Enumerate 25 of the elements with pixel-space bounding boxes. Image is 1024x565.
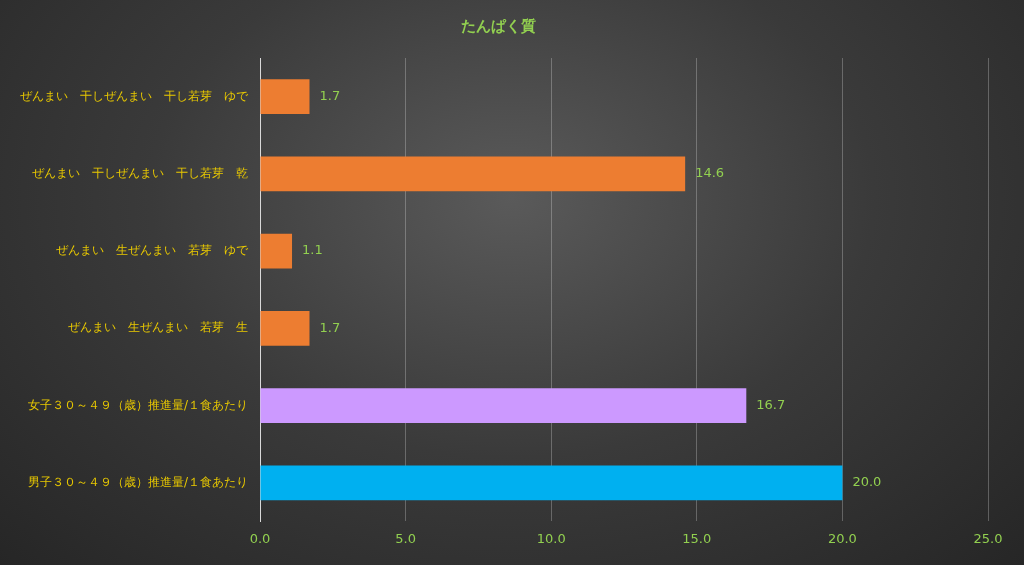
x-tick-label: 0.0 <box>249 530 271 546</box>
data-label: 14.6 <box>695 165 725 181</box>
bar <box>260 465 843 501</box>
chart-title: たんぱく質 <box>460 16 536 35</box>
x-tick-label: 10.0 <box>536 530 566 546</box>
y-tick-label: ぜんまい 干しぜんまい 干し若芽 乾 <box>32 165 248 180</box>
data-label: 20.0 <box>852 474 882 490</box>
data-label: 1.1 <box>302 242 323 258</box>
y-tick-label: ぜんまい 干しぜんまい 干し若芽 ゆで <box>20 88 249 103</box>
x-tick-label: 15.0 <box>682 530 712 546</box>
bar <box>260 79 310 114</box>
x-tick-label: 20.0 <box>827 530 857 546</box>
bar <box>260 310 310 346</box>
data-label: 16.7 <box>756 396 786 412</box>
y-tick-label: ぜんまい 生ぜんまい 若芽 ゆで <box>56 243 249 258</box>
x-tick-label: 25.0 <box>973 530 1003 546</box>
x-tick-label: 5.0 <box>395 530 416 546</box>
data-label: 1.7 <box>319 319 341 335</box>
bar <box>260 233 293 269</box>
bar <box>260 388 747 423</box>
y-tick-label: 男子３０～４９（歳）推進量/１食あたり <box>27 474 248 489</box>
bar <box>260 156 686 192</box>
y-tick-label: ぜんまい 生ぜんまい 若芽 生 <box>68 320 248 335</box>
data-label: 1.7 <box>319 87 341 103</box>
y-tick-label: 女子３０～４９（歳）推進量/１食あたり <box>27 397 248 412</box>
